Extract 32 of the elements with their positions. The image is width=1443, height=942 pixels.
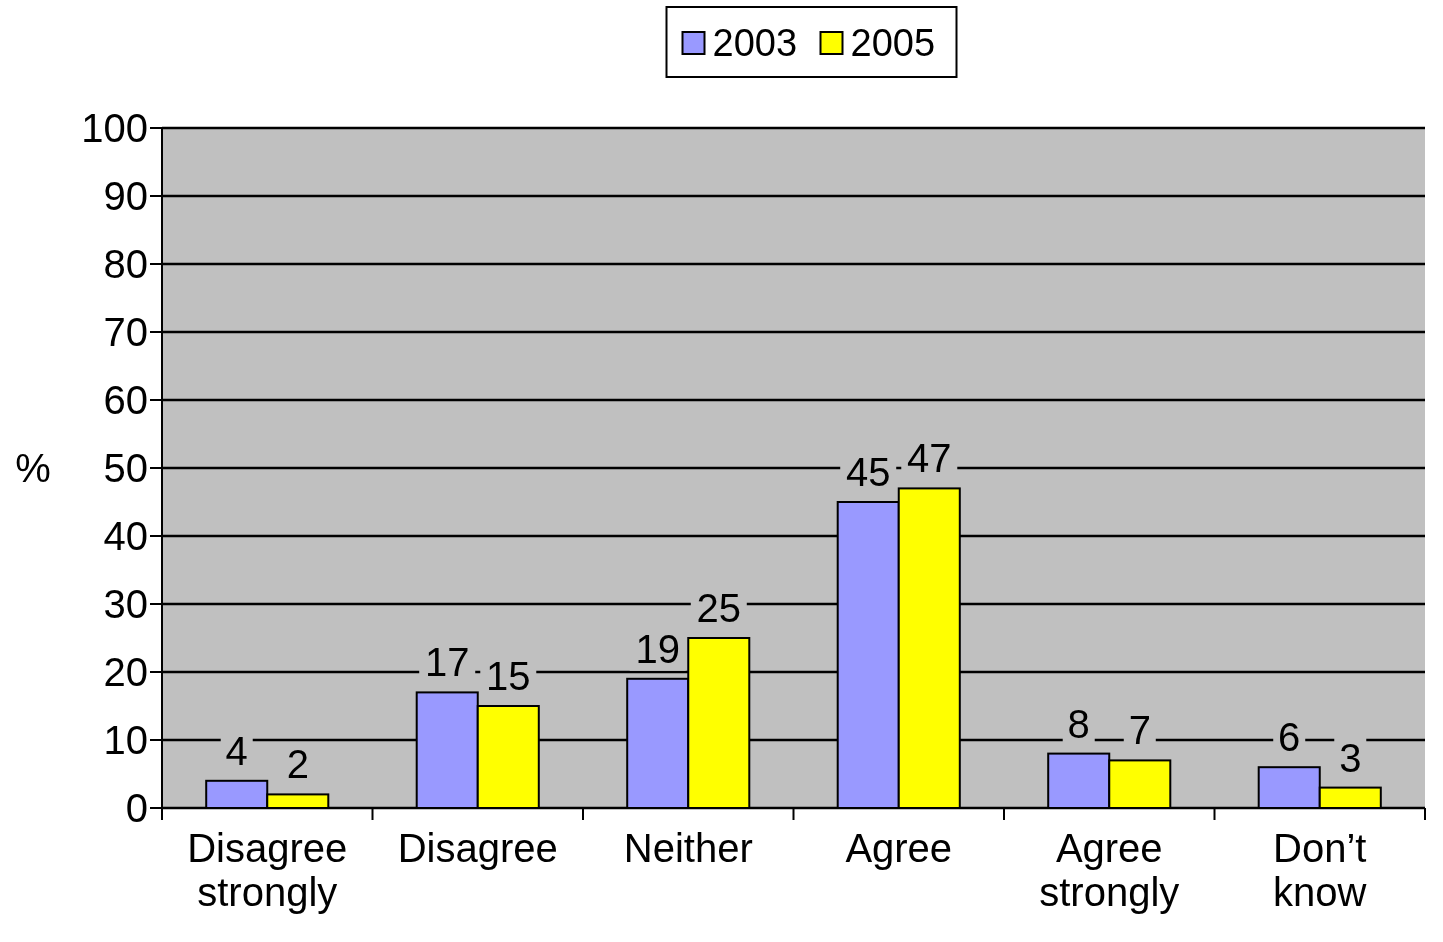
- x-tick-label: Disagree: [397, 826, 558, 870]
- legend-label: 2005: [850, 22, 936, 65]
- data-label: 6: [1278, 715, 1301, 760]
- y-tick-label: 0: [125, 786, 148, 830]
- data-label: 19: [635, 626, 680, 671]
- y-tick-label: 30: [103, 582, 148, 626]
- y-tick-label: 50: [103, 446, 148, 490]
- y-tick-label: 60: [103, 378, 148, 422]
- y-axis-title: %: [15, 446, 51, 490]
- y-tick-label: 10: [103, 718, 148, 762]
- legend-label: 2003: [712, 22, 798, 65]
- x-tick-label: Agree strongly: [1039, 826, 1180, 914]
- data-label: 3: [1339, 735, 1362, 780]
- data-label: 15: [486, 654, 531, 698]
- data-label: 2: [286, 742, 309, 787]
- x-tick-label: Neither: [623, 826, 753, 870]
- data-label: 45: [845, 450, 891, 494]
- data-label: 47: [907, 436, 952, 481]
- y-tick-label: 90: [103, 174, 148, 218]
- x-tick-label: Agree: [845, 826, 953, 870]
- data-label: 7: [1128, 708, 1151, 753]
- y-tick-label: 100: [81, 106, 148, 150]
- data-label: 4: [225, 728, 248, 773]
- data-label: 17: [424, 640, 470, 685]
- y-tick-label: 40: [103, 514, 148, 558]
- x-tick-label: Don’t know: [1273, 826, 1367, 914]
- y-tick-label: 80: [103, 242, 148, 286]
- y-tick-label: 20: [103, 650, 148, 694]
- data-label: 8: [1067, 701, 1090, 746]
- x-tick-label: Disagree strongly: [187, 826, 348, 914]
- data-label: 25: [696, 586, 742, 630]
- y-tick-label: 70: [103, 310, 148, 354]
